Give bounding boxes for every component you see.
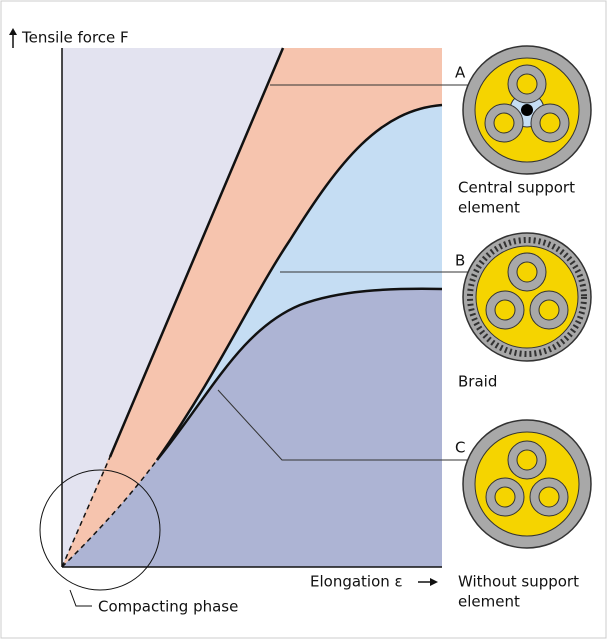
cable-central-support xyxy=(462,45,592,175)
curve-label: A xyxy=(455,64,466,82)
compacting-circle xyxy=(39,469,161,591)
leader-c xyxy=(217,389,478,461)
y-arrow-head xyxy=(9,28,17,35)
curve-a-dashed xyxy=(61,456,111,568)
y-axis-label: Tensile force F xyxy=(21,29,129,47)
cable-label: element xyxy=(458,593,520,611)
curve-b xyxy=(155,103,443,461)
cable-label: Without support xyxy=(458,573,579,591)
cable-label: Central support xyxy=(458,179,575,197)
curve-c xyxy=(156,287,443,461)
curve-label: B xyxy=(455,252,465,270)
cable-label: Braid xyxy=(458,373,497,391)
cable-no-support xyxy=(462,419,592,549)
curve-a xyxy=(108,47,285,458)
cable-label: element xyxy=(458,199,520,217)
curve-label: C xyxy=(455,439,465,457)
callout-label: Compacting phase xyxy=(98,598,238,616)
compacting-leader xyxy=(69,589,92,607)
cable-braid xyxy=(462,232,592,362)
x-axis-label: Elongation ε xyxy=(310,573,403,591)
x-arrow-head xyxy=(430,578,438,586)
compacting-curve xyxy=(61,459,158,568)
